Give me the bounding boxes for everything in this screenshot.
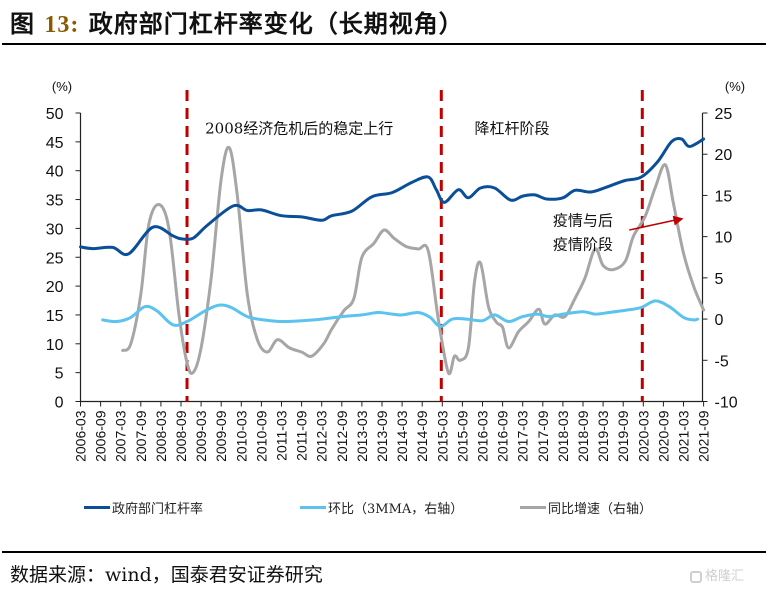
series-line-yoy: [121, 145, 706, 376]
x-tick-label: 2013-09: [374, 410, 390, 462]
right-tick-label: 15: [715, 188, 733, 205]
top-rule: [2, 43, 766, 45]
x-tick-label: 2018-03: [555, 410, 571, 462]
figure-number: 13:: [44, 12, 80, 38]
right-tick-label: 5: [715, 271, 724, 288]
x-tick-label: 2015-03: [434, 410, 450, 462]
x-tick-label: 2017-03: [515, 410, 531, 462]
watermark: 格隆汇: [690, 565, 744, 584]
right-tick-label: -10: [715, 395, 738, 412]
watermark-logo-icon: [690, 570, 702, 583]
x-tick-label: 2007-03: [113, 410, 129, 462]
left-tick-label: 30: [46, 221, 64, 238]
legend: 政府部门杠杆率 环比（3MMA，右轴） 同比增速（右轴）: [0, 498, 768, 520]
left-axis-unit: (%): [52, 79, 72, 94]
x-tick-label: 2013-03: [354, 410, 370, 462]
x-tick-label: 2009-03: [193, 410, 209, 462]
axes: 0 5 10 15 20 25 30 35 40 45 50 (%) -10 -5 0 5 10 15 20 25 (%…: [46, 79, 745, 462]
left-tick-label: 50: [46, 106, 64, 123]
left-tick-label: 0: [55, 395, 64, 412]
x-tick-label: 2019-09: [615, 410, 631, 462]
legend-label-mom: 环比（3MMA，右轴）: [328, 502, 464, 517]
legend-swatch-mom: [300, 506, 326, 509]
x-tick-label: 2021-09: [696, 410, 712, 462]
annotation-pandemic-line2: 疫情阶段: [553, 236, 613, 254]
left-tick-label: 20: [46, 279, 64, 296]
x-tick-label: 2008-09: [173, 410, 189, 462]
x-tick-label: 2014-03: [394, 410, 410, 462]
x-tick-label: 2019-03: [595, 410, 611, 462]
x-tick-label: 2009-09: [213, 410, 229, 462]
x-tick-label: 2006-03: [73, 410, 89, 462]
annotation-arrow-head-icon: [672, 215, 684, 226]
x-tick-label: 2010-03: [233, 410, 249, 462]
x-tick-label: 2021-03: [676, 410, 692, 462]
x-tick-label: 2017-09: [535, 410, 551, 462]
right-tick-label: -5: [715, 353, 729, 370]
right-tick-label: 10: [715, 230, 733, 247]
x-tick-label: 2010-09: [253, 410, 269, 462]
x-tick-label: 2012-03: [314, 410, 330, 462]
legend-item-gov-leverage: 政府部门杠杆率: [84, 498, 203, 517]
annotation-pandemic-line1: 疫情与后: [553, 212, 613, 230]
legend-label-yoy: 同比增速（右轴）: [548, 502, 653, 517]
right-axis-unit: (%): [725, 79, 745, 94]
source-note: 数据来源：wind，国泰君安证券研究: [10, 564, 323, 586]
left-tick-label: 15: [46, 308, 64, 325]
right-tick-label: 0: [715, 312, 724, 329]
chart: 0 5 10 15 20 25 30 35 40 45 50 (%) -10 -5 0 5 10 15 20 25 (%…: [46, 79, 745, 462]
legend-swatch-gov-leverage: [84, 506, 110, 509]
annotation-arrow-line: [629, 219, 676, 231]
bottom-rule: [2, 551, 766, 553]
series-lines: [79, 137, 706, 376]
left-tick-label: 10: [46, 337, 64, 354]
annotation-crisis-phase: 2008经济危机后的稳定上行: [205, 119, 393, 137]
legend-item-yoy: 同比增速（右轴）: [520, 498, 652, 517]
x-tick-label: 2020-03: [635, 410, 651, 462]
right-tick-label: 20: [715, 147, 733, 164]
x-tick-label: 2018-09: [575, 410, 591, 462]
left-tick-label: 25: [46, 250, 64, 267]
right-tick-label: 25: [715, 106, 733, 123]
left-tick-label: 35: [46, 193, 64, 210]
legend-label-gov-leverage: 政府部门杠杆率: [112, 502, 204, 517]
x-tick-label: 2007-09: [133, 410, 149, 462]
x-tick-label: 2012-09: [334, 410, 350, 462]
x-tick-label: 2016-09: [495, 410, 511, 462]
figure-title: 图 13: 政府部门杠杆率变化（长期视角）: [10, 4, 464, 39]
series-line-gov-leverage: [79, 137, 706, 257]
left-tick-label: 40: [46, 164, 64, 181]
x-tick-label: 2008-03: [153, 410, 169, 462]
figure-title-text: 政府部门杠杆率变化（长期视角）: [88, 9, 464, 38]
x-tick-label: 2015-09: [454, 410, 470, 462]
dividers: [185, 90, 644, 402]
x-tick-label: 2016-03: [475, 410, 491, 462]
left-tick-label: 5: [55, 366, 64, 383]
x-tick-label: 2014-09: [414, 410, 430, 462]
x-tick-label: 2006-09: [93, 410, 109, 462]
x-tick-label: 2020-09: [655, 410, 671, 462]
annotation-deleverage-phase: 降杠杆阶段: [474, 119, 549, 137]
series-line-mom: [101, 299, 700, 328]
figure-label: 图: [10, 9, 35, 38]
x-tick-label: 2011-03: [274, 410, 290, 461]
watermark-text: 格隆汇: [705, 569, 745, 584]
legend-item-mom: 环比（3MMA，右轴）: [300, 498, 463, 517]
left-tick-label: 45: [46, 135, 64, 152]
x-tick-label: 2011-09: [294, 410, 310, 461]
legend-swatch-yoy: [520, 506, 546, 509]
